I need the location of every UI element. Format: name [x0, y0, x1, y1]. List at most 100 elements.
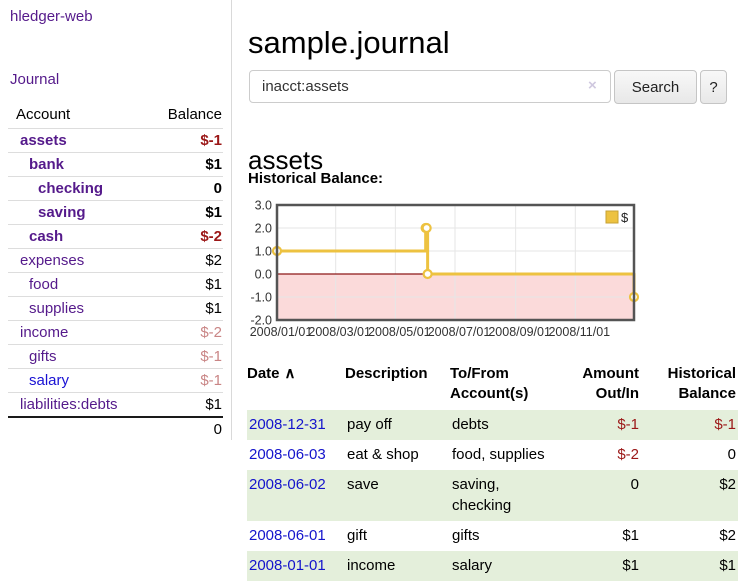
register-cell-balance: $1 — [719, 557, 736, 574]
account-link[interactable]: checking — [38, 180, 104, 197]
account-balance: $1 — [144, 392, 223, 417]
register-cell-date: 2008-06-02 — [247, 470, 345, 521]
account-row: food $1 — [8, 272, 223, 297]
register-row: 2008-06-03 eat & shop food, supplies $-2 0 — [247, 440, 738, 470]
x-axis-tick: 2008/03/01 — [308, 325, 371, 339]
register-col-date[interactable]: Date ∧ — [247, 365, 296, 382]
register-col-amount: Amount Out/In — [582, 365, 639, 402]
accounts-table: Account Balance assets $-1 bank $1 checking 0… — [8, 104, 223, 441]
register-cell-accounts: food, supplies — [452, 446, 545, 463]
y-axis-tick: -2.0 — [250, 314, 272, 328]
register-cell-amount: $1 — [622, 527, 639, 544]
register-cell-amount: 0 — [630, 476, 639, 493]
account-row: liabilities:debts $1 — [8, 392, 223, 417]
account-link[interactable]: assets — [20, 132, 67, 149]
account-link[interactable]: bank — [29, 156, 65, 173]
accounts-col-account: Account — [16, 106, 71, 123]
register-cell-description: income — [347, 557, 396, 574]
register-cell-amount: $-2 — [617, 446, 639, 463]
register-cell-balance: $2 — [719, 527, 736, 544]
chart-data-point — [421, 222, 432, 234]
account-balance: $2 — [144, 248, 223, 273]
account-link[interactable]: saving — [38, 204, 86, 221]
legend-swatch — [605, 210, 619, 224]
account-balance: $-2 — [144, 320, 223, 345]
search-button[interactable]: Search — [614, 70, 697, 104]
register-table: Date ∧ Description To/From Account(s) Amo… — [247, 362, 738, 581]
account-balance: $-2 — [144, 224, 223, 249]
register-cell-balance: $2 — [719, 476, 736, 493]
sort-ascending-icon[interactable]: ∧ — [284, 365, 296, 382]
legend-label: $ — [621, 210, 629, 225]
register-cell-accounts: debts — [452, 416, 489, 433]
register-cell-accounts: salary — [452, 557, 493, 574]
account-link[interactable]: gifts — [29, 348, 57, 365]
account-link[interactable]: expenses — [20, 252, 85, 269]
transaction-date-link[interactable]: 2008-06-02 — [249, 476, 326, 493]
register-col-accounts: To/From Account(s) — [450, 365, 529, 402]
register-cell-date: 2008-12-31 — [247, 410, 345, 440]
account-row: salary $-1 — [8, 368, 223, 393]
sidebar-item-journal[interactable]: Journal — [10, 71, 60, 88]
register-cell-accounts: gifts — [452, 527, 480, 544]
transaction-date-link[interactable]: 2008-06-01 — [249, 527, 326, 544]
search-input[interactable] — [249, 70, 611, 103]
x-axis-tick: 2008/07/01 — [428, 325, 491, 339]
x-axis-tick: 2008/11/01 — [548, 325, 610, 339]
x-axis-tick: 2008/09/01 — [488, 325, 551, 339]
account-balance: $1 — [144, 200, 223, 225]
account-row: expenses $2 — [8, 248, 223, 273]
historical-balance-chart: $3.0 2.0 1.0 0.0 -1.0 -2.0 2008/01/01 2008/03/0… — [247, 199, 647, 342]
account-row: bank $1 — [8, 152, 223, 177]
transaction-date-link[interactable]: 2008-12-31 — [249, 416, 326, 433]
help-button[interactable]: ? — [700, 70, 727, 104]
account-balance: $1 — [144, 152, 223, 177]
y-axis-tick: -1.0 — [250, 291, 272, 305]
account-row: checking 0 — [8, 176, 223, 201]
x-axis-tick: 2008/05/01 — [368, 325, 431, 339]
register-cell-description: pay off — [347, 416, 392, 433]
account-row: saving $1 — [8, 200, 223, 225]
register-cell-balance: 0 — [727, 446, 736, 463]
transaction-date-link[interactable]: 2008-06-03 — [249, 446, 326, 463]
register-row: 2008-06-02 save saving, checking 0 $2 — [247, 470, 738, 521]
register-col-balance: Historical Balance — [667, 365, 736, 402]
account-link[interactable]: liabilities:debts — [20, 396, 118, 413]
register-row: 2008-06-01 gift gifts $1 $2 — [247, 521, 738, 551]
clear-search-icon[interactable]: × — [588, 77, 597, 94]
chart-data-point — [422, 268, 433, 280]
x-axis-tick: 2008/01/01 — [250, 325, 313, 339]
register-cell-date: 2008-01-01 — [247, 551, 345, 581]
account-row: income $-2 — [8, 320, 223, 345]
y-axis-tick: 2.0 — [255, 222, 272, 236]
account-link[interactable]: cash — [29, 228, 64, 245]
account-row: cash $-2 — [8, 224, 223, 249]
register-cell-description: gift — [347, 527, 368, 544]
transaction-date-link[interactable]: 2008-01-01 — [249, 557, 326, 574]
account-link[interactable]: supplies — [29, 300, 85, 317]
account-balance: 0 — [144, 176, 223, 201]
account-link[interactable]: food — [29, 276, 59, 293]
register-row: 2008-01-01 income salary $1 $1 — [247, 551, 738, 581]
register-cell-amount: $1 — [622, 557, 639, 574]
register-row: 2008-12-31 pay off debts $-1 $-1 — [247, 410, 738, 440]
register-col-description: Description — [345, 365, 428, 382]
account-balance: $-1 — [144, 368, 223, 393]
account-balance: $1 — [144, 272, 223, 297]
y-axis-tick: 3.0 — [255, 199, 272, 213]
register-header-row: Date ∧ Description To/From Account(s) Amo… — [247, 362, 738, 410]
page-title: sample.journal — [248, 24, 450, 60]
accounts-total-balance: 0 — [144, 416, 223, 441]
chart-label: Historical Balance: — [248, 170, 384, 187]
sidebar: hledger-web Journal Account Balance asse… — [0, 0, 232, 441]
account-row: assets $-1 — [8, 128, 223, 153]
register-cell-date: 2008-06-03 — [247, 440, 345, 470]
account-balance: $1 — [144, 296, 223, 321]
register-cell-amount: $-1 — [617, 416, 639, 433]
account-balance: $-1 — [144, 128, 223, 153]
register-cell-description: save — [347, 476, 379, 493]
account-link[interactable]: income — [20, 324, 69, 341]
account-link[interactable]: salary — [29, 372, 70, 389]
app-title[interactable]: hledger-web — [10, 8, 93, 25]
account-heading: assets — [248, 144, 324, 175]
